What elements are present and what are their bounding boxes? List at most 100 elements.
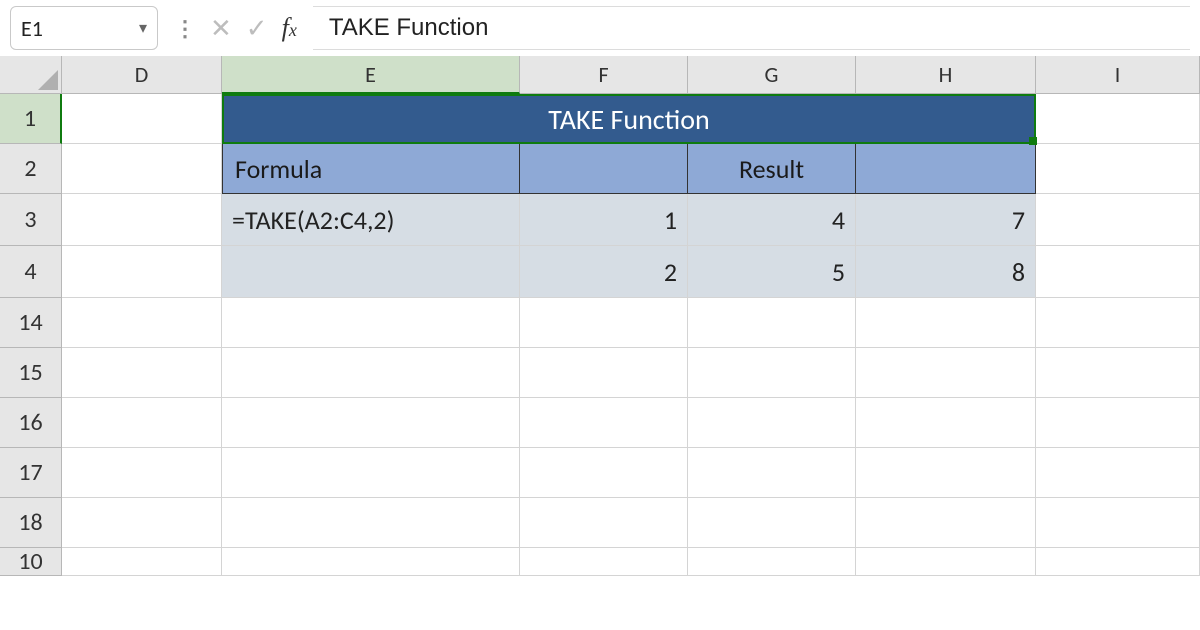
cell-h4[interactable]: 8 [856, 246, 1036, 298]
row-header-15[interactable]: 15 [0, 348, 62, 398]
cell-g4[interactable]: 5 [688, 246, 856, 298]
row-15: 15 [0, 348, 1200, 398]
col-header-i[interactable]: I [1036, 56, 1200, 94]
cell-g-partial[interactable] [688, 548, 856, 576]
cell-e3[interactable]: =TAKE(A2:C4,2) [222, 194, 520, 246]
cell-d17[interactable] [62, 448, 222, 498]
cell-f-partial[interactable] [520, 548, 688, 576]
row-header-14[interactable]: 14 [0, 298, 62, 348]
row-partial: 10 [0, 548, 1200, 576]
cell-e1-h1-merged[interactable]: TAKE Function [222, 94, 1036, 144]
cell-i-partial[interactable] [1036, 548, 1200, 576]
cell-i18[interactable] [1036, 498, 1200, 548]
row-header-3[interactable]: 3 [0, 194, 62, 246]
cell-g15[interactable] [688, 348, 856, 398]
row-header-partial[interactable]: 10 [0, 548, 62, 576]
chevron-down-icon[interactable]: ▾ [139, 18, 147, 38]
formula-input[interactable] [313, 6, 1190, 50]
cell-h16[interactable] [856, 398, 1036, 448]
cell-h15[interactable] [856, 348, 1036, 398]
row-header-17[interactable]: 17 [0, 448, 62, 498]
cell-i1[interactable] [1036, 94, 1200, 144]
row-18: 18 [0, 498, 1200, 548]
cell-g14[interactable] [688, 298, 856, 348]
row-2: 2 Formula Result [0, 144, 1200, 194]
cell-i17[interactable] [1036, 448, 1200, 498]
cell-e16[interactable] [222, 398, 520, 448]
cell-f15[interactable] [520, 348, 688, 398]
formula-bar-buttons: ⋮ ✕ ✓ fx [168, 12, 303, 44]
col-header-e[interactable]: E [222, 56, 520, 94]
cell-e17[interactable] [222, 448, 520, 498]
cell-g18[interactable] [688, 498, 856, 548]
col-header-h[interactable]: H [856, 56, 1036, 94]
cell-e18[interactable] [222, 498, 520, 548]
cell-e2[interactable]: Formula [222, 144, 520, 194]
cell-value: 2 [664, 256, 677, 288]
row-14: 14 [0, 298, 1200, 348]
cell-h17[interactable] [856, 448, 1036, 498]
cell-i4[interactable] [1036, 246, 1200, 298]
cell-d16[interactable] [62, 398, 222, 448]
cell-h14[interactable] [856, 298, 1036, 348]
cell-d4[interactable] [62, 246, 222, 298]
cell-g2[interactable]: Result [688, 144, 856, 194]
cell-e15[interactable] [222, 348, 520, 398]
row-16: 16 [0, 398, 1200, 448]
cell-d-partial[interactable] [62, 548, 222, 576]
row-4: 4 2 5 8 [0, 246, 1200, 298]
col-header-f[interactable]: F [520, 56, 688, 94]
cell-d18[interactable] [62, 498, 222, 548]
row-header-4[interactable]: 4 [0, 246, 62, 298]
cell-i15[interactable] [1036, 348, 1200, 398]
cell-g17[interactable] [688, 448, 856, 498]
cell-i3[interactable] [1036, 194, 1200, 246]
cell-g3[interactable]: 4 [688, 194, 856, 246]
cell-d1[interactable] [62, 94, 222, 144]
row-header-18[interactable]: 18 [0, 498, 62, 548]
cell-value: 8 [1012, 256, 1025, 288]
row-1: 1 TAKE Function [0, 94, 1200, 144]
cell-h-partial[interactable] [856, 548, 1036, 576]
cell-g16[interactable] [688, 398, 856, 448]
cell-f3[interactable]: 1 [520, 194, 688, 246]
cell-d14[interactable] [62, 298, 222, 348]
cell-f17[interactable] [520, 448, 688, 498]
cell-f14[interactable] [520, 298, 688, 348]
cell-e14[interactable] [222, 298, 520, 348]
cell-d2[interactable] [62, 144, 222, 194]
cell-h3[interactable]: 7 [856, 194, 1036, 246]
separator-icon: ⋮ [174, 15, 196, 42]
col-header-d[interactable]: D [62, 56, 222, 94]
formula-bar: E1 ▾ ⋮ ✕ ✓ fx [0, 0, 1200, 56]
cell-i16[interactable] [1036, 398, 1200, 448]
cell-d3[interactable] [62, 194, 222, 246]
row-header-1[interactable]: 1 [0, 94, 62, 144]
row-3: 3 =TAKE(A2:C4,2) 1 4 7 [0, 194, 1200, 246]
result-header-label: Result [739, 153, 804, 185]
select-all-corner[interactable] [0, 56, 62, 94]
column-headers: D E F G H I [0, 56, 1200, 94]
enter-icon[interactable]: ✓ [246, 12, 268, 44]
cell-f16[interactable] [520, 398, 688, 448]
name-box[interactable]: E1 ▾ [10, 6, 158, 50]
spreadsheet-grid: D E F G H I 1 TAKE Function 2 Formula Re… [0, 56, 1200, 576]
cell-h18[interactable] [856, 498, 1036, 548]
name-box-value: E1 [21, 15, 43, 42]
fx-icon[interactable]: fx [282, 13, 297, 43]
cell-e4[interactable] [222, 246, 520, 298]
cell-i2[interactable] [1036, 144, 1200, 194]
col-header-g[interactable]: G [688, 56, 856, 94]
row-header-2[interactable]: 2 [0, 144, 62, 194]
cancel-icon[interactable]: ✕ [210, 12, 232, 44]
cell-e-partial[interactable] [222, 548, 520, 576]
cell-f4[interactable]: 2 [520, 246, 688, 298]
cell-f18[interactable] [520, 498, 688, 548]
cell-h2[interactable] [856, 144, 1036, 194]
cell-value: 5 [832, 256, 845, 288]
row-header-16[interactable]: 16 [0, 398, 62, 448]
cell-i14[interactable] [1036, 298, 1200, 348]
cell-f2[interactable] [520, 144, 688, 194]
cell-d15[interactable] [62, 348, 222, 398]
title-text: TAKE Function [548, 102, 709, 137]
